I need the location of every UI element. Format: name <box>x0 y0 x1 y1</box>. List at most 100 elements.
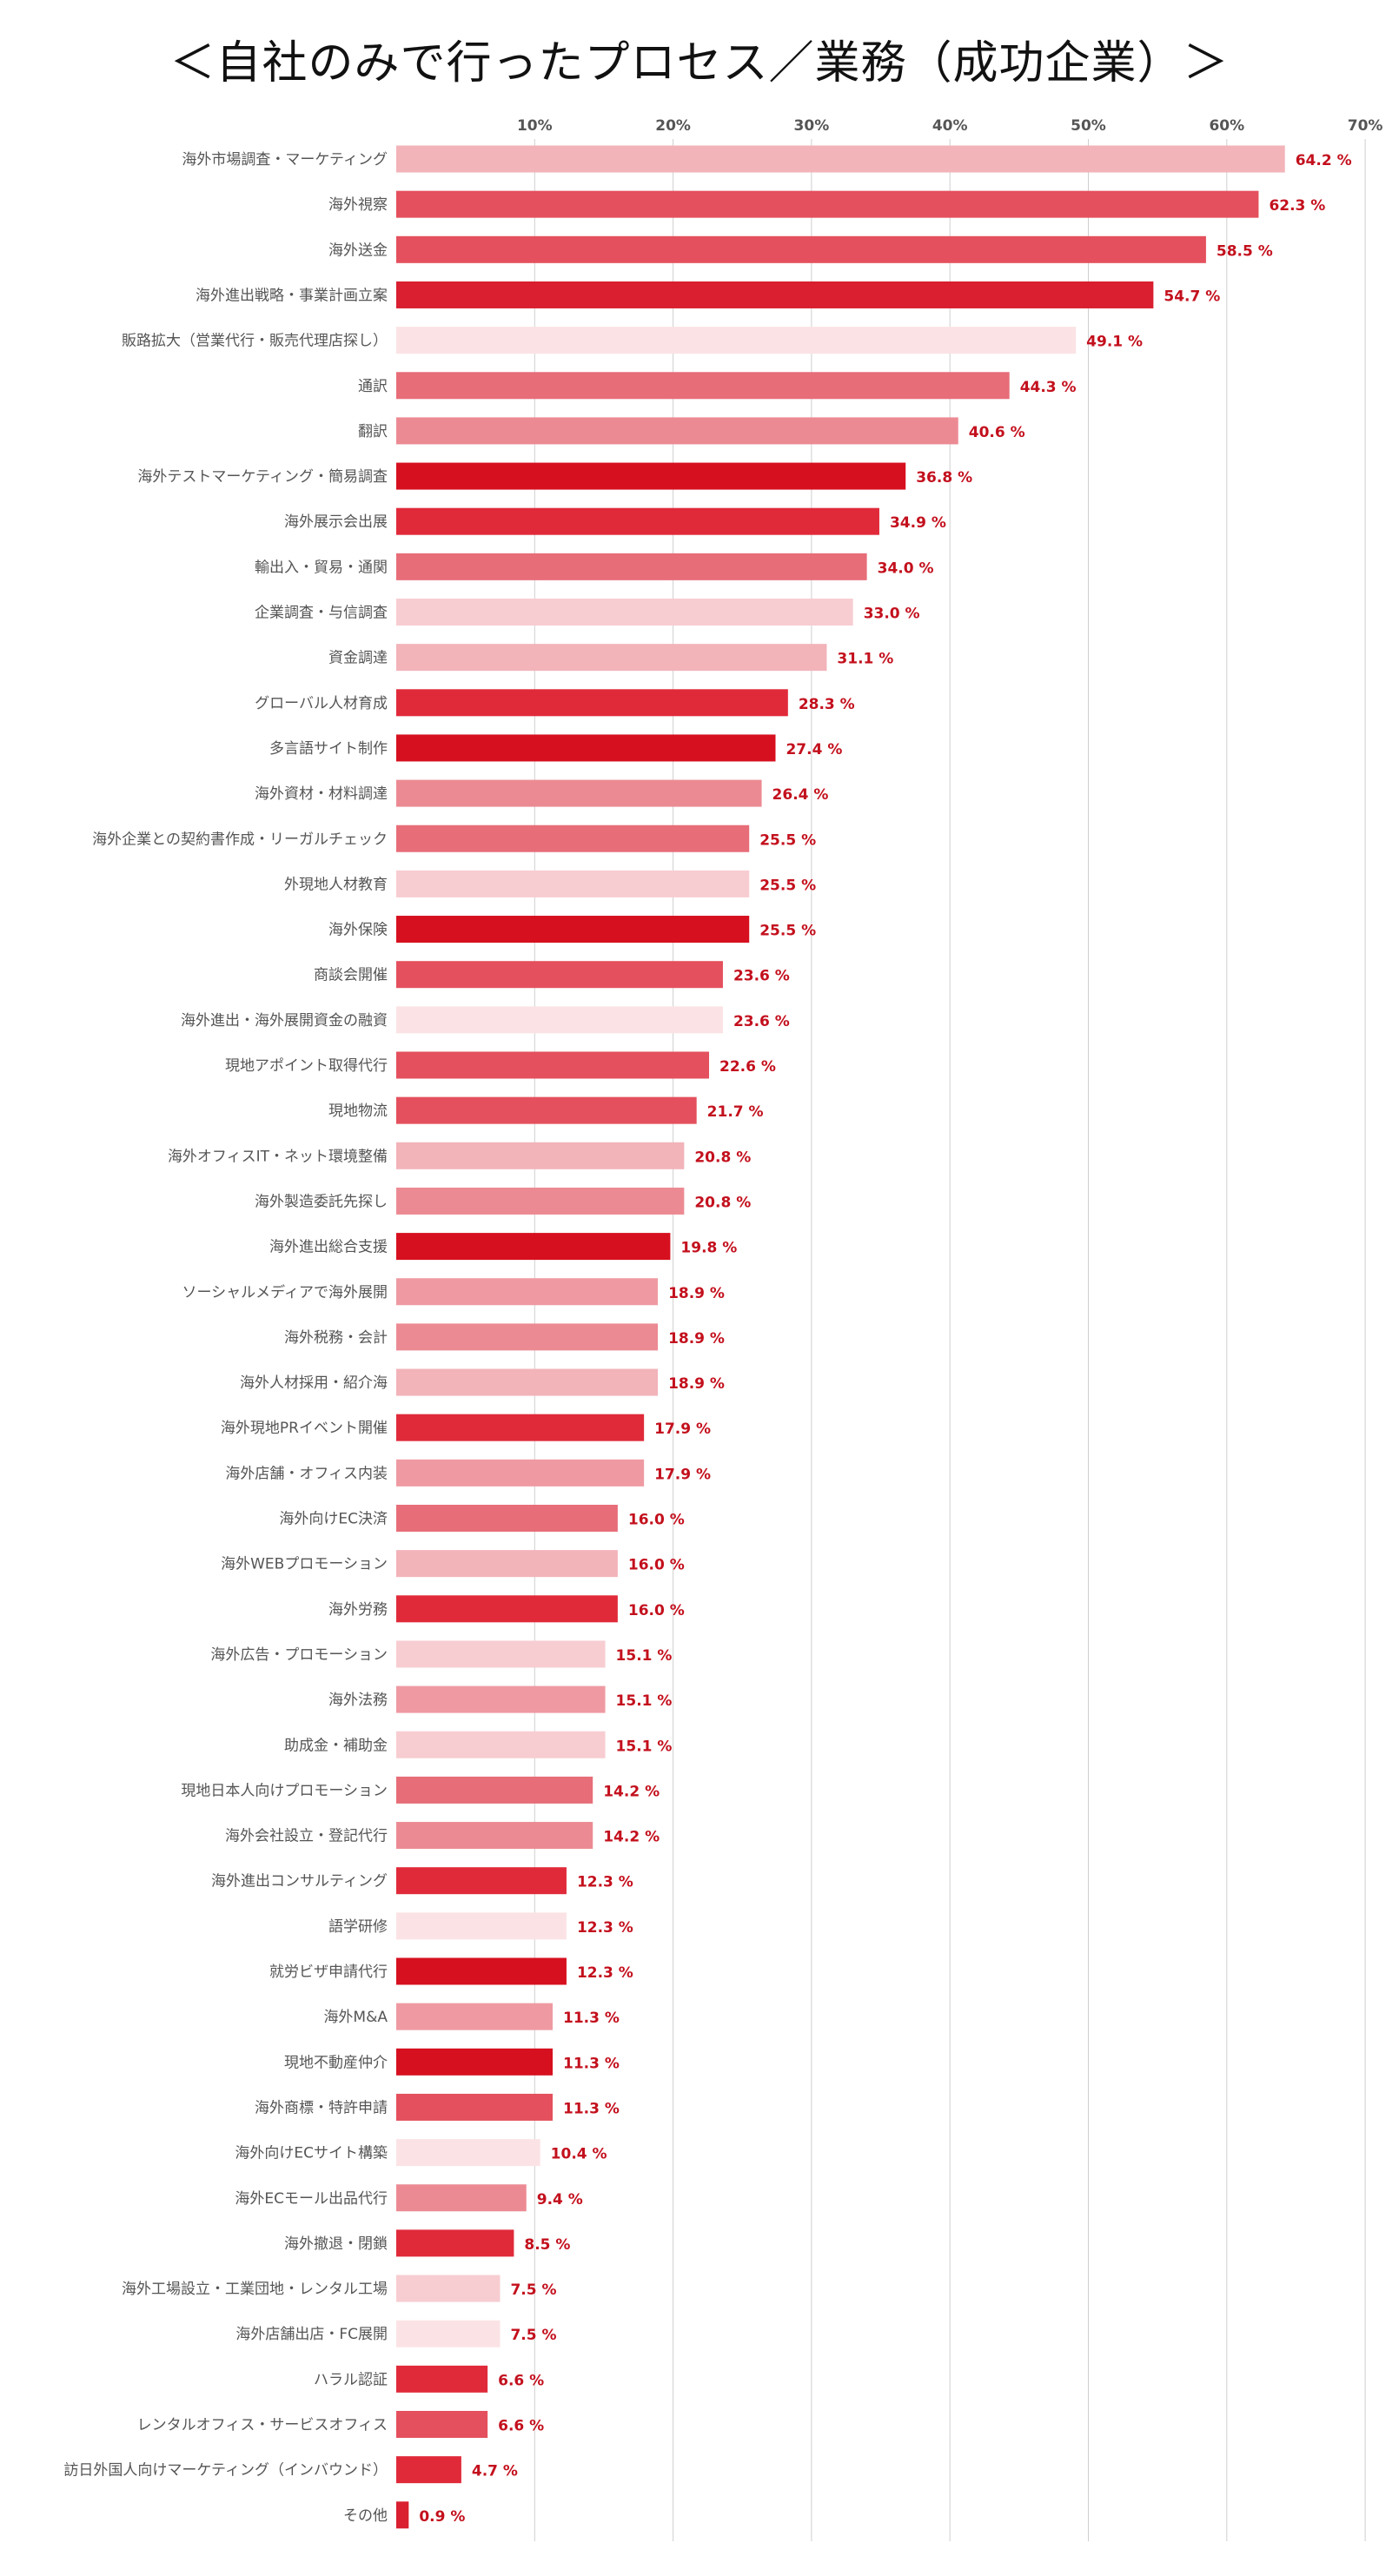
bar <box>396 1685 606 1713</box>
category-label: 海外人材採用・紹介海 <box>240 1374 388 1392</box>
data-label: 23.6 % <box>733 968 790 985</box>
data-label: 23.6 % <box>733 1013 790 1030</box>
bar <box>396 1368 659 1396</box>
data-label: 54.7 % <box>1164 288 1220 305</box>
category-label: グローバル人材育成 <box>255 695 388 712</box>
category-label: 海外税務・会計 <box>284 1329 388 1347</box>
category-label: 商談会開催 <box>314 967 388 984</box>
category-label: 海外企業との契約書作成・リーガルチェック <box>92 831 388 848</box>
x-tick-label: 30% <box>794 117 830 135</box>
bar <box>396 2456 461 2484</box>
bar <box>396 779 762 807</box>
bar <box>396 644 827 672</box>
data-label: 16.0 % <box>628 1602 685 1619</box>
category-label: 現地物流 <box>328 1103 388 1120</box>
data-label: 18.9 % <box>668 1375 725 1393</box>
x-tick-label: 70% <box>1348 117 1383 135</box>
chart-title: ＜自社のみで行ったプロセス／業務（成功企業）＞ <box>169 37 1230 89</box>
category-label: 通訳 <box>358 378 388 395</box>
bar <box>396 145 1285 173</box>
bar <box>396 2365 488 2393</box>
category-label: 海外市場調査・マーケティング <box>182 151 388 169</box>
category-label: 海外商標・特許申請 <box>255 2099 388 2116</box>
category-label: 海外進出・海外展開資金の融資 <box>181 1012 388 1030</box>
category-label: 海外進出戦略・事業計画立案 <box>196 287 388 304</box>
category-label: 海外展示会出展 <box>284 513 388 531</box>
data-label: 11.3 % <box>563 2055 620 2072</box>
bar <box>396 1912 567 1940</box>
bar <box>396 1323 659 1351</box>
bar <box>396 2411 488 2438</box>
bar <box>396 1233 671 1261</box>
data-label: 17.9 % <box>654 1466 711 1483</box>
category-label: 海外進出コンサルティング <box>211 1873 388 1891</box>
data-label: 31.1 % <box>837 651 893 668</box>
bar <box>396 2184 527 2212</box>
bar <box>396 235 1206 263</box>
category-label: 海外労務 <box>328 1601 388 1619</box>
data-label: 20.8 % <box>694 1149 751 1166</box>
bar <box>396 961 723 989</box>
x-tick-label: 60% <box>1209 117 1244 135</box>
bar <box>396 916 750 944</box>
data-label: 7.5 % <box>510 2281 556 2299</box>
category-label: 海外進出総合支援 <box>269 1239 388 1256</box>
category-label: 現地不動産仲介 <box>284 2054 388 2071</box>
data-label: 25.5 % <box>759 831 816 849</box>
data-label: 11.3 % <box>563 2010 620 2027</box>
category-label: 海外現地PRイベント開催 <box>221 1420 388 1437</box>
bar <box>396 2275 501 2302</box>
x-tick-label: 10% <box>517 117 553 135</box>
data-label: 58.5 % <box>1217 242 1273 260</box>
bar <box>396 2139 540 2167</box>
category-label: 訪日外国人向けマーケティング（インバウンド） <box>63 2462 388 2480</box>
bar <box>396 2093 554 2121</box>
data-label: 18.9 % <box>668 1285 725 1302</box>
category-label: ハラル認証 <box>314 2371 388 2388</box>
category-label: 海外資材・材料調達 <box>255 785 388 803</box>
category-label: 現地日本人向けプロモーション <box>181 1782 388 1799</box>
category-label: 外現地人材教育 <box>284 876 388 893</box>
category-label: 海外製造委託先探し <box>255 1193 388 1210</box>
bar <box>396 1096 697 1124</box>
bar <box>396 507 879 535</box>
x-tick-label: 20% <box>655 117 691 135</box>
data-label: 20.8 % <box>694 1194 751 1211</box>
data-label: 21.7 % <box>707 1103 764 1121</box>
bar <box>396 1595 618 1623</box>
category-label: レンタルオフィス・サービスオフィス <box>137 2417 388 2434</box>
category-label: 海外店舗・オフィス内装 <box>225 1465 388 1482</box>
bar <box>396 870 750 897</box>
bar <box>396 1776 593 1804</box>
category-label: 海外法務 <box>328 1692 388 1709</box>
category-label: その他 <box>343 2507 388 2525</box>
category-label: 語学研修 <box>328 1918 388 1936</box>
data-label: 17.9 % <box>654 1420 711 1438</box>
data-label: 36.8 % <box>916 469 972 487</box>
data-label: 34.0 % <box>878 560 934 577</box>
bar <box>396 2048 554 2076</box>
data-label: 16.0 % <box>628 1512 685 1529</box>
bar <box>396 417 958 445</box>
data-label: 19.8 % <box>680 1240 737 1257</box>
category-label: 海外ECモール出品代行 <box>235 2190 388 2208</box>
category-label: ソーシャルメディアで海外展開 <box>182 1283 388 1301</box>
bar <box>396 1278 659 1306</box>
bar <box>396 1051 710 1079</box>
bar <box>396 462 906 490</box>
category-label: 海外保険 <box>328 922 388 939</box>
data-label: 7.5 % <box>510 2327 556 2344</box>
category-label: 就労ビザ申請代行 <box>269 1963 388 1981</box>
bar <box>396 689 788 717</box>
data-label: 15.1 % <box>616 1692 673 1710</box>
data-label: 0.9 % <box>419 2508 465 2526</box>
data-label: 15.1 % <box>616 1738 673 1755</box>
data-label: 27.4 % <box>786 741 842 758</box>
data-label: 22.6 % <box>719 1058 776 1076</box>
data-label: 25.5 % <box>759 877 816 894</box>
data-label: 28.3 % <box>799 696 855 713</box>
category-label: 資金調達 <box>328 650 388 667</box>
bar <box>396 281 1154 308</box>
bar <box>396 734 776 762</box>
